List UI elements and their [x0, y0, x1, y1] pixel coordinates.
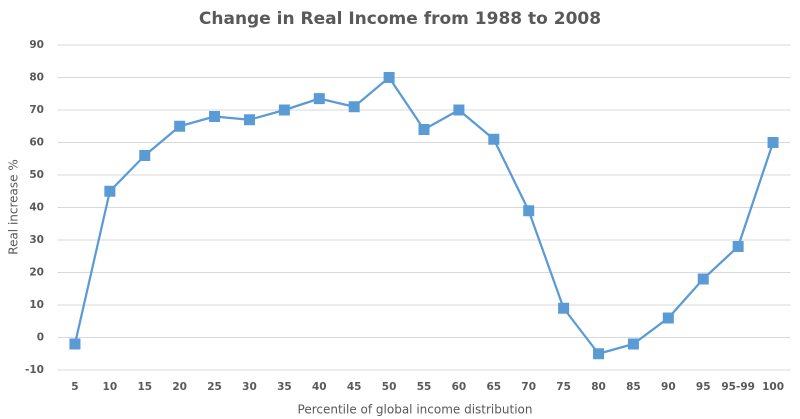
data-marker: [523, 205, 535, 217]
data-marker: [243, 114, 255, 126]
data-marker: [593, 348, 605, 360]
x-tick-label: 65: [486, 381, 501, 393]
x-tick-label: 75: [556, 381, 571, 393]
x-tick-label: 85: [626, 381, 641, 393]
data-marker: [313, 93, 325, 105]
chart-title: Change in Real Income from 1988 to 2008: [199, 9, 601, 29]
y-tick-label: -10: [25, 364, 44, 376]
y-tick-label: 60: [29, 137, 44, 149]
x-tick-label: 70: [521, 381, 536, 393]
x-tick-label: 55: [417, 381, 432, 393]
x-tick-label: 95-99: [721, 381, 755, 393]
y-tick-label: 90: [29, 39, 44, 51]
x-tick-label: 10: [103, 381, 118, 393]
y-tick-label: 50: [29, 169, 44, 181]
x-tick-label: 40: [312, 381, 327, 393]
x-tick-label: 80: [591, 381, 606, 393]
x-tick-label: 100: [762, 381, 784, 393]
data-marker: [697, 273, 709, 285]
y-tick-label: 20: [29, 267, 44, 279]
x-tick-label: 30: [242, 381, 257, 393]
x-tick-label: 5: [71, 381, 78, 393]
y-axis-title: Real increase %: [7, 159, 21, 254]
data-marker: [418, 124, 430, 135]
y-tick-label: 40: [29, 202, 44, 214]
data-marker: [104, 185, 116, 197]
y-tick-label: 10: [29, 299, 44, 311]
y-tick-label: 30: [29, 234, 44, 246]
data-marker: [732, 241, 744, 252]
data-marker: [453, 104, 465, 116]
data-marker: [488, 133, 500, 145]
x-tick-label: 50: [382, 381, 397, 393]
data-marker: [558, 302, 570, 314]
y-tick-label: 70: [29, 104, 44, 116]
x-tick-label: 20: [172, 381, 187, 393]
x-tick-label: 25: [207, 381, 222, 393]
y-tick-label: 0: [37, 332, 44, 344]
data-marker: [627, 338, 639, 350]
x-tick-label: 60: [452, 381, 467, 393]
x-tick-label: 90: [661, 381, 676, 393]
y-tick-label: 80: [29, 72, 44, 84]
data-marker: [174, 120, 186, 132]
data-marker: [69, 338, 81, 350]
x-tick-label: 45: [347, 381, 362, 393]
data-marker: [209, 111, 221, 122]
data-marker: [348, 101, 360, 113]
x-axis-title: Percentile of global income distribution: [298, 403, 533, 417]
x-tick-label: 15: [137, 381, 152, 393]
x-tick-label: 95: [696, 381, 711, 393]
data-marker: [383, 72, 395, 83]
x-tick-label: 35: [277, 381, 292, 393]
data-marker: [139, 150, 151, 161]
data-marker: [278, 104, 290, 116]
data-line: [73, 76, 775, 355]
data-marker: [767, 137, 779, 148]
data-marker: [662, 312, 674, 324]
